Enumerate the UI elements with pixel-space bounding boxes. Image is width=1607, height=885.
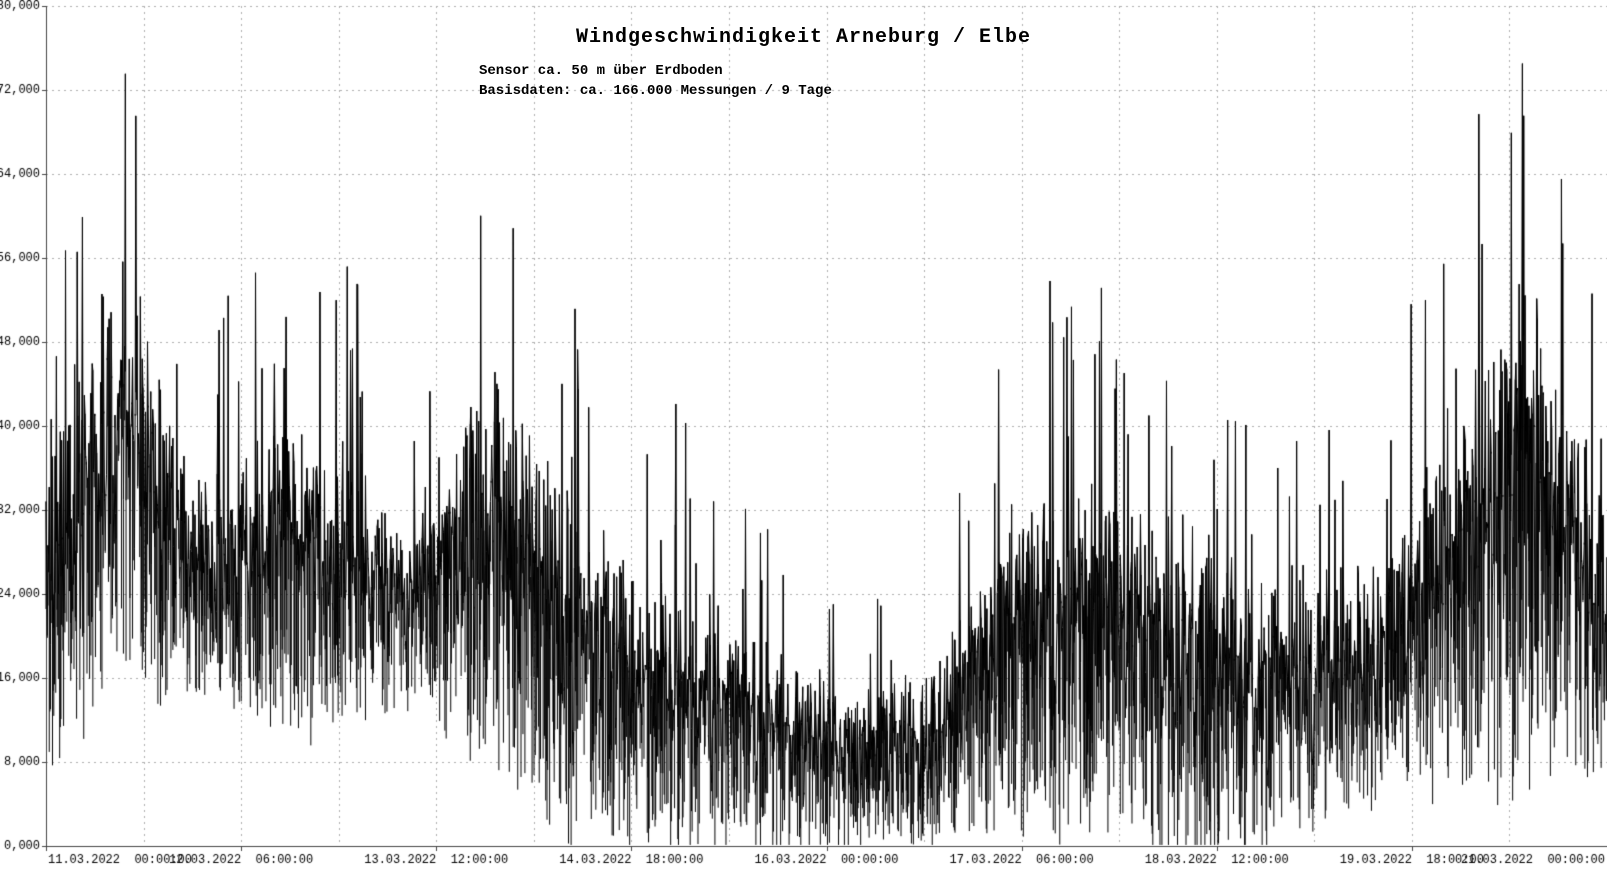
- chart-container: Windgeschwindigkeit Arneburg / Elbe Sens…: [0, 0, 1607, 885]
- chart-title: Windgeschwindigkeit Arneburg / Elbe: [0, 26, 1607, 49]
- timeseries-canvas: [0, 0, 1607, 885]
- chart-subtitle-1: Sensor ca. 50 m über Erdboden: [479, 63, 723, 79]
- chart-subtitle-2: Basisdaten: ca. 166.000 Messungen / 9 Ta…: [479, 83, 832, 99]
